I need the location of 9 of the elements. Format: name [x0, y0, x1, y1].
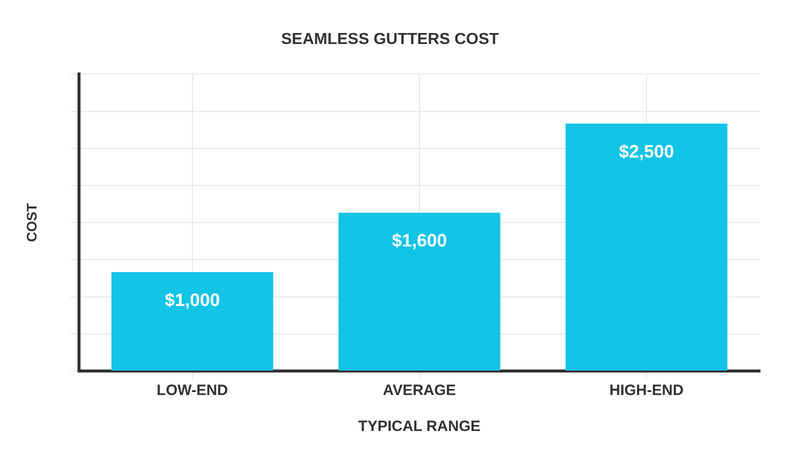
data-label: $1,600 — [392, 230, 447, 251]
y-axis-title: COST — [23, 202, 40, 242]
x-axis-title: TYPICAL RANGE — [358, 418, 481, 436]
x-tick-label: AVERAGE — [382, 382, 456, 400]
data-label: $2,500 — [618, 142, 674, 162]
chart-title: SEAMLESS GUTTERS COST — [281, 31, 500, 48]
x-tick-label: HIGH-END — [609, 382, 684, 400]
data-label: $1,000 — [164, 290, 220, 310]
x-tick-label: LOW-END — [156, 382, 228, 400]
